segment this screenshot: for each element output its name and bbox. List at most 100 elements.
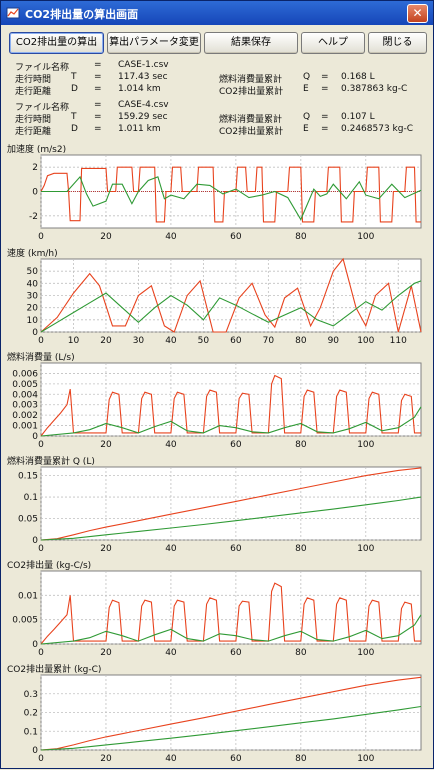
distance-symbol: D xyxy=(71,124,78,134)
chart-title: 速度 (km/h) xyxy=(7,249,58,259)
time-value: 117.43 sec xyxy=(118,72,168,82)
y-tick-label: -2 xyxy=(29,212,38,222)
fuel-cumulative-chart: 0 20 40 60 80 100 0 0.05 0.1 0.15 xyxy=(18,466,422,554)
y-tick-label: 50 xyxy=(27,267,39,277)
speed-chart: 0 10 20 30 40 50 60 70 80 90 100 110 0 10 20 30 40 50 xyxy=(27,257,422,346)
co2-value: 0.2468573 kg-C xyxy=(341,124,413,134)
title-bar[interactable]: CO2排出量の算出画面 ✕ xyxy=(1,1,433,25)
x-tick-label: 100 xyxy=(357,648,374,658)
y-tick-label: 0.01 xyxy=(18,591,38,601)
equals-sign: = xyxy=(94,84,102,94)
equals-sign: = xyxy=(321,124,329,134)
distance-label: 走行距離 xyxy=(15,87,52,97)
y-tick-label: 0 xyxy=(32,640,38,650)
file-value: CASE-1.csv xyxy=(118,60,169,70)
x-tick-label: 0 xyxy=(38,544,44,554)
x-tick-label: 20 xyxy=(100,440,112,450)
x-tick-label: 80 xyxy=(295,754,307,764)
x-tick-label: 60 xyxy=(230,336,242,346)
y-tick-label: 30 xyxy=(27,292,39,302)
distance-value: 1.011 km xyxy=(118,124,161,134)
window-title: CO2排出量の算出画面 xyxy=(25,8,139,21)
x-tick-label: 0 xyxy=(38,754,44,764)
plot-area xyxy=(40,362,422,437)
y-tick-label: 0.2 xyxy=(24,709,38,719)
y-tick-label: 0.3 xyxy=(24,690,38,700)
x-tick-label: 40 xyxy=(165,336,177,346)
y-tick-label: 10 xyxy=(27,316,39,326)
x-tick-label: 50 xyxy=(198,336,210,346)
equals-sign: = xyxy=(321,72,329,82)
series-line-case4 xyxy=(40,705,422,751)
change-parameters-button[interactable]: 算出パラメータ変更 xyxy=(107,32,201,54)
series-line-case1 xyxy=(40,467,422,541)
time-label: 走行時間 xyxy=(15,115,52,125)
app-icon xyxy=(6,7,20,19)
fuel-value: 0.107 L xyxy=(341,112,375,122)
series-line-case1 xyxy=(40,582,421,645)
series-line-case1 xyxy=(40,676,422,751)
x-tick-label: 40 xyxy=(165,440,177,450)
y-tick-label: 0.001 xyxy=(12,422,38,432)
y-tick-label: 0.002 xyxy=(12,411,38,421)
x-tick-label: 40 xyxy=(165,232,177,242)
x-tick-label: 70 xyxy=(263,336,275,346)
y-tick-label: 0.05 xyxy=(18,515,38,525)
equals-sign: = xyxy=(94,100,102,110)
x-tick-label: 30 xyxy=(133,336,145,346)
x-tick-label: 20 xyxy=(100,544,112,554)
y-tick-label: 0 xyxy=(32,536,38,546)
distance-label: 走行距離 xyxy=(15,127,52,137)
close-window-button[interactable]: ✕ xyxy=(407,4,428,23)
file-label: ファイル名称 xyxy=(15,103,70,113)
y-tick-label: 0.15 xyxy=(18,472,38,482)
series-line-case1 xyxy=(40,374,421,437)
x-tick-label: 100 xyxy=(357,754,374,764)
equals-sign: = xyxy=(94,124,102,134)
x-tick-label: 90 xyxy=(328,336,340,346)
x-tick-label: 60 xyxy=(230,754,242,764)
x-tick-label: 0 xyxy=(38,440,44,450)
file-value: CASE-4.csv xyxy=(118,100,169,110)
y-tick-label: 0 xyxy=(32,746,38,756)
y-tick-label: 0 xyxy=(32,188,38,198)
chart-fuel-rate-panel: 燃料消費量 (L/s) 0 20 40 60 80 100 0 0.001 0.002 0.003… xyxy=(1,348,434,452)
time-symbol: T xyxy=(71,112,77,122)
x-tick-label: 20 xyxy=(100,232,112,242)
chart-title: 燃料消費量 (L/s) xyxy=(7,353,75,363)
x-tick-label: 20 xyxy=(100,648,112,658)
chart-title: CO2排出量 (kg-C/s) xyxy=(7,561,92,571)
fuel-rate-chart: 0 20 40 60 80 100 00.0010.0020.0030.0040.0050.… xyxy=(12,362,422,450)
equals-sign: = xyxy=(321,112,329,122)
chart-speed-panel: 速度 (km/h) 0 10 20 30 40 50 60 70 80 90 100 110 0 10 20… xyxy=(1,244,434,348)
x-tick-label: 80 xyxy=(295,440,307,450)
chart-accel-panel: 加速度 (m/s2) 0 20 40 60 80 100 2 0 -2 xyxy=(1,140,434,244)
calculate-co2-button[interactable]: CO2排出量の算出 xyxy=(9,32,104,54)
y-tick-label: 0.005 xyxy=(12,616,38,626)
toolbar: CO2排出量の算出 算出パラメータ変更 結果保存 ヘルプ 閉じる xyxy=(9,32,427,54)
fuel-value: 0.168 L xyxy=(341,72,375,82)
y-tick-label: 0.004 xyxy=(12,390,38,400)
x-tick-label: 20 xyxy=(100,336,112,346)
y-tick-label: 0.1 xyxy=(24,493,38,503)
y-tick-label: 40 xyxy=(27,279,39,289)
x-tick-label: 40 xyxy=(165,544,177,554)
fuel-label: 燃料消費量累計 xyxy=(219,75,283,85)
chart-title: 燃料消費量累計 Q (L) xyxy=(7,457,95,467)
help-button[interactable]: ヘルプ xyxy=(301,32,365,54)
equals-sign: = xyxy=(321,84,329,94)
time-symbol: T xyxy=(71,72,77,82)
y-tick-label: 0 xyxy=(32,328,38,338)
y-tick-label: 0.005 xyxy=(12,380,38,390)
y-tick-label: 20 xyxy=(27,304,39,314)
x-tick-label: 100 xyxy=(357,336,374,346)
x-tick-label: 0 xyxy=(38,336,44,346)
chart-title: CO2排出量累計 (kg-C) xyxy=(7,665,102,675)
close-button[interactable]: 閉じる xyxy=(368,32,427,54)
series-line-case4 xyxy=(40,406,422,437)
save-results-button[interactable]: 結果保存 xyxy=(204,32,298,54)
x-tick-label: 100 xyxy=(357,544,374,554)
x-tick-label: 80 xyxy=(295,648,307,658)
